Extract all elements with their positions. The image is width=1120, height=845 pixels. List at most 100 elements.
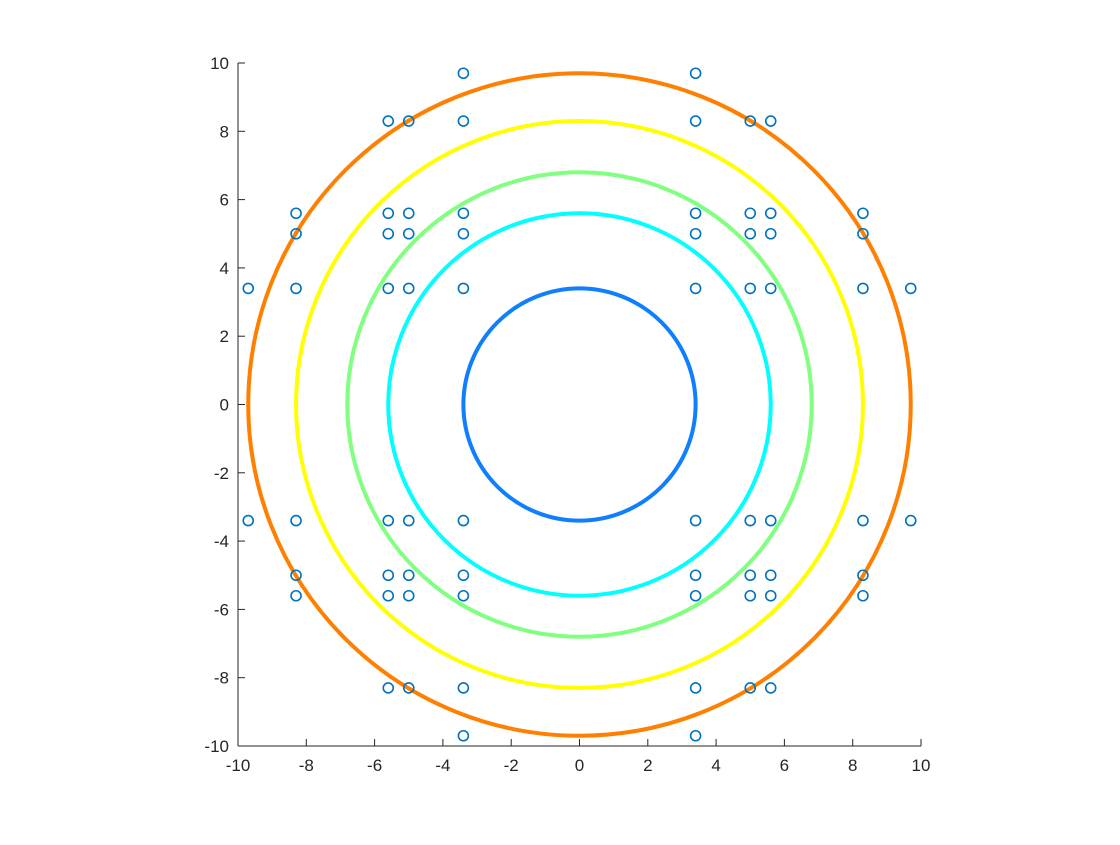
scatter-point (764, 207, 777, 220)
scatter-point (457, 514, 470, 527)
y-axis-ticks: -10 -8 -6 -4 -2 0 2 4 6 8 10 (204, 54, 245, 756)
circle-series-layer (246, 71, 913, 738)
y-tick-label: 4 (220, 259, 229, 278)
y-tick-label: -4 (214, 532, 229, 551)
scatter-point (457, 115, 470, 127)
scatter-point (857, 589, 869, 602)
scatter-point (764, 589, 777, 602)
x-tick-label: 8 (848, 756, 857, 775)
x-tick-label: -4 (435, 756, 450, 775)
scatter-point (382, 514, 395, 527)
scatter-point (689, 729, 702, 742)
scatter-point (290, 569, 302, 582)
scatter-point (382, 227, 395, 240)
scatter-point (744, 514, 757, 527)
x-tick-label: 2 (643, 756, 652, 775)
scatter-point (290, 514, 302, 527)
y-tick-label: -2 (214, 464, 229, 483)
y-tick-label: -10 (204, 737, 229, 756)
scatter-point (402, 282, 415, 295)
scatter-point (744, 589, 757, 602)
scatter-point (382, 682, 395, 694)
y-tick-label: 2 (220, 327, 229, 346)
scatter-point (764, 282, 777, 295)
y-tick-label: 10 (210, 54, 229, 73)
scatter-point (764, 227, 777, 240)
scatter-point (744, 682, 757, 694)
scatter-point (402, 227, 415, 240)
scatter-point (457, 729, 470, 742)
y-tick-label: 8 (220, 122, 229, 141)
scatter-point (382, 207, 395, 220)
scatter-point (242, 282, 255, 295)
scatter-point (744, 207, 757, 220)
circle-ring-3 (345, 170, 814, 639)
scatter-point (402, 514, 415, 527)
scatter-point (744, 282, 757, 295)
scatter-point (689, 282, 702, 295)
scatter-point (744, 227, 757, 240)
scatter-point (290, 227, 302, 240)
scatter-point (857, 514, 869, 527)
scatter-point (904, 514, 917, 527)
scatter-point (457, 227, 470, 240)
circle-ring-5 (246, 71, 913, 738)
y-tick-label: 0 (220, 396, 229, 415)
scatter-point (457, 569, 470, 582)
scatter-point (744, 569, 757, 582)
axes: -10 -8 -6 -4 -2 0 2 4 6 8 10 -10 -8 -6 -4 -2 0 2 4 6 8 10 (204, 54, 930, 775)
x-tick-label: -6 (367, 756, 382, 775)
x-tick-label: -8 (299, 756, 314, 775)
circle-ring-4 (294, 119, 865, 690)
scatter-point (764, 569, 777, 582)
x-tick-label: 0 (575, 756, 584, 775)
scatter-point (764, 115, 777, 127)
scatter-point (744, 115, 757, 127)
scatter-point (402, 589, 415, 602)
scatter-point (457, 282, 470, 295)
scatter-points-layer (242, 67, 917, 742)
scatter-point (290, 207, 302, 220)
x-tick-label: 10 (912, 756, 931, 775)
scatter-point (382, 589, 395, 602)
scatter-point (290, 589, 302, 602)
scatter-point (689, 67, 702, 80)
scatter-point (689, 227, 702, 240)
scatter-point (402, 115, 415, 127)
scatter-point (689, 514, 702, 527)
y-tick-label: -8 (214, 669, 229, 688)
scatter-point (764, 682, 777, 694)
circle-ring-1 (461, 286, 698, 523)
x-axis-ticks: -10 -8 -6 -4 -2 0 2 4 6 8 10 (226, 739, 931, 775)
scatter-point (857, 207, 869, 220)
scatter-point (857, 282, 869, 295)
scatter-point (689, 589, 702, 602)
x-tick-label: 6 (780, 756, 789, 775)
scatter-point (402, 569, 415, 582)
x-tick-label: -2 (504, 756, 519, 775)
x-tick-label: 4 (711, 756, 720, 775)
scatter-point (689, 682, 702, 694)
scatter-point (457, 682, 470, 694)
scatter-point (457, 207, 470, 220)
scatter-point (382, 569, 395, 582)
scatter-point (402, 682, 415, 694)
scatter-point (402, 207, 415, 220)
scatter-point (764, 514, 777, 527)
scatter-point (457, 589, 470, 602)
scatter-point (457, 67, 470, 80)
scatter-point (857, 227, 869, 240)
scatter-point (382, 282, 395, 295)
scatter-point (382, 115, 395, 127)
scatter-point (689, 115, 702, 127)
scatter-point (290, 282, 302, 295)
scatter-point (689, 207, 702, 220)
scatter-point (857, 569, 869, 582)
scatter-point (242, 514, 255, 527)
y-tick-label: 6 (220, 191, 229, 210)
x-tick-label: -10 (226, 756, 251, 775)
scatter-point (689, 569, 702, 582)
y-tick-label: -6 (214, 600, 229, 619)
circle-ring-2 (386, 211, 773, 598)
